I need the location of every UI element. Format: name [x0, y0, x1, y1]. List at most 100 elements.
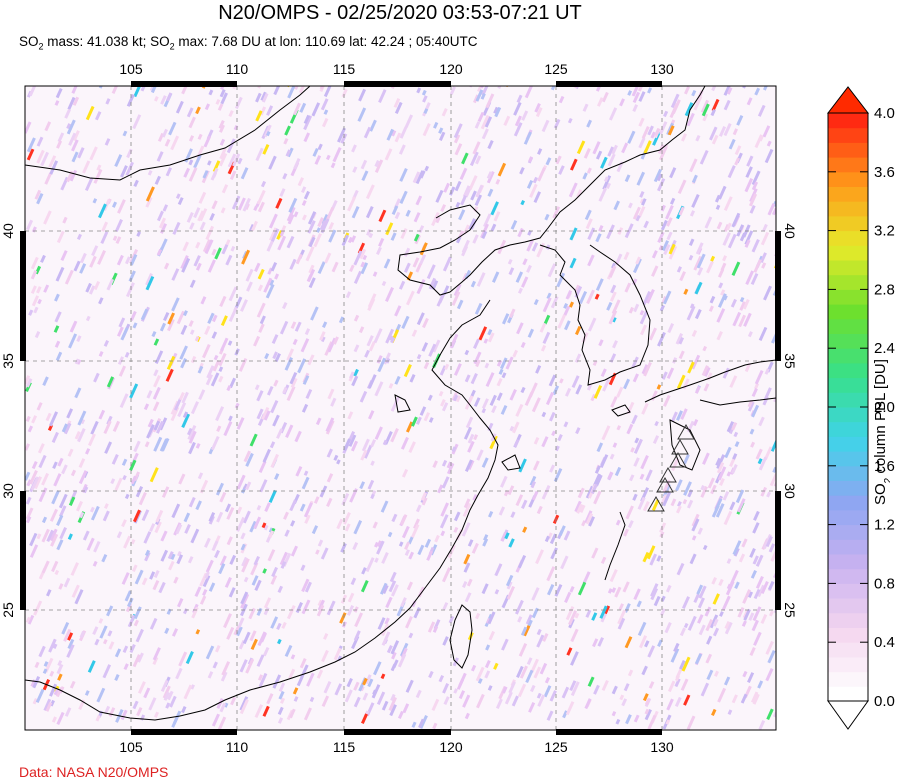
so2-pixel: [219, 147, 227, 160]
graticule: [25, 86, 776, 730]
so2-pixel: [143, 687, 151, 699]
so2-pixel: [161, 486, 170, 498]
so2-pixel: [493, 211, 501, 222]
so2-pixel: [711, 576, 717, 585]
colorbar-segment: [828, 377, 868, 393]
so2-pixel: [51, 431, 59, 444]
so2-pixel: [126, 94, 135, 107]
so2-pixel: [353, 681, 360, 691]
so2-pixel: [389, 704, 397, 717]
so2-pixel: [188, 320, 194, 327]
so2-pixel: [530, 658, 539, 674]
so2-pixel: [754, 134, 763, 149]
so2-pixel: [85, 448, 91, 455]
so2-pixel: [734, 157, 740, 166]
so2-pixel: [269, 227, 278, 241]
so2-pixel: [431, 698, 440, 712]
so2-pixel: [758, 326, 768, 341]
so2-pixel: [82, 530, 90, 541]
so2-pixel: [397, 710, 404, 720]
so2-pixel: [34, 330, 41, 339]
so2-pixel: [256, 390, 264, 402]
so2-pixel: [193, 255, 201, 267]
colorbar-segment: [828, 495, 868, 511]
so2-pixel: [632, 104, 639, 112]
so2-pixel: [660, 204, 666, 212]
so2-pixel: [66, 119, 76, 135]
so2-pixel: [621, 142, 629, 154]
so2-pixel: [470, 190, 477, 201]
so2-pixel: [391, 513, 398, 523]
so2-pixel: [64, 108, 71, 119]
so2-pixel: [68, 333, 78, 349]
so2-pixel: [732, 453, 738, 460]
so2-pixel: [627, 130, 636, 144]
so2-pixel: [197, 365, 204, 374]
so2-pixel: [125, 161, 134, 176]
so2-pixel: [149, 617, 158, 630]
so2-pixel: [183, 608, 188, 615]
so2-pixel: [473, 397, 481, 407]
so2-pixel: [528, 382, 538, 398]
so2-pixel: [549, 411, 556, 422]
so2-pixel: [709, 614, 719, 629]
so2-pixel: [271, 334, 279, 345]
so2-pixel: [531, 490, 539, 501]
so2-pixel: [321, 117, 329, 128]
so2-pixel: [497, 86, 502, 89]
so2-pixel: [188, 159, 194, 166]
so2-pixel: [131, 564, 138, 573]
so2-pixel: [36, 193, 44, 205]
so2-pixel: [611, 711, 617, 717]
so2-pixel: [92, 198, 98, 204]
so2-pixel: [165, 368, 174, 382]
colorbar-tick-label: 1.2: [874, 517, 895, 534]
so2-pixel: [74, 589, 84, 605]
so2-pixel: [384, 617, 390, 625]
so2-pixel: [43, 661, 49, 667]
so2-pixel: [303, 470, 309, 476]
so2-pixel: [752, 522, 760, 534]
so2-pixel: [262, 568, 267, 574]
so2-pixel: [718, 578, 724, 587]
so2-pixel: [548, 374, 557, 387]
so2-pixel: [212, 171, 218, 178]
so2-pixel: [316, 227, 321, 233]
so2-pixel: [489, 394, 497, 407]
so2-pixel: [641, 198, 647, 206]
so2-pixel: [558, 525, 566, 537]
lat-tick-label: 25: [0, 602, 16, 618]
colorbar-segment: [828, 289, 868, 305]
so2-pixel: [56, 514, 64, 527]
so2-pixel: [245, 268, 254, 282]
so2-pixel: [697, 527, 703, 535]
so2-pixel: [208, 512, 216, 522]
so2-pixel: [266, 239, 275, 252]
so2-pixel: [408, 441, 416, 454]
so2-pixel: [225, 254, 233, 266]
so2-pixel: [100, 231, 109, 244]
so2-pixel: [744, 178, 754, 193]
so2-pixel: [70, 469, 77, 477]
colorbar-segment: [828, 465, 868, 481]
so2-pixel: [226, 536, 233, 546]
so2-pixel: [751, 181, 759, 191]
so2-pixel: [253, 555, 260, 566]
so2-pixel: [240, 593, 250, 609]
so2-pixel: [693, 593, 700, 603]
so2-pixel: [473, 94, 480, 104]
so2-pixel: [278, 682, 286, 692]
colorbar-segment: [828, 333, 868, 349]
so2-pixel: [91, 245, 99, 257]
so2-pixel: [464, 349, 470, 356]
so2-pixel: [525, 614, 533, 625]
so2-pixel: [453, 688, 458, 694]
so2-pixel: [643, 140, 652, 154]
so2-pixel: [236, 516, 246, 532]
so2-pixel: [544, 677, 550, 684]
so2-pixel: [215, 645, 221, 653]
so2-pixel: [317, 539, 324, 547]
so2-pixel: [654, 420, 659, 427]
so2-pixel: [650, 583, 659, 597]
so2-pixel: [607, 588, 613, 594]
